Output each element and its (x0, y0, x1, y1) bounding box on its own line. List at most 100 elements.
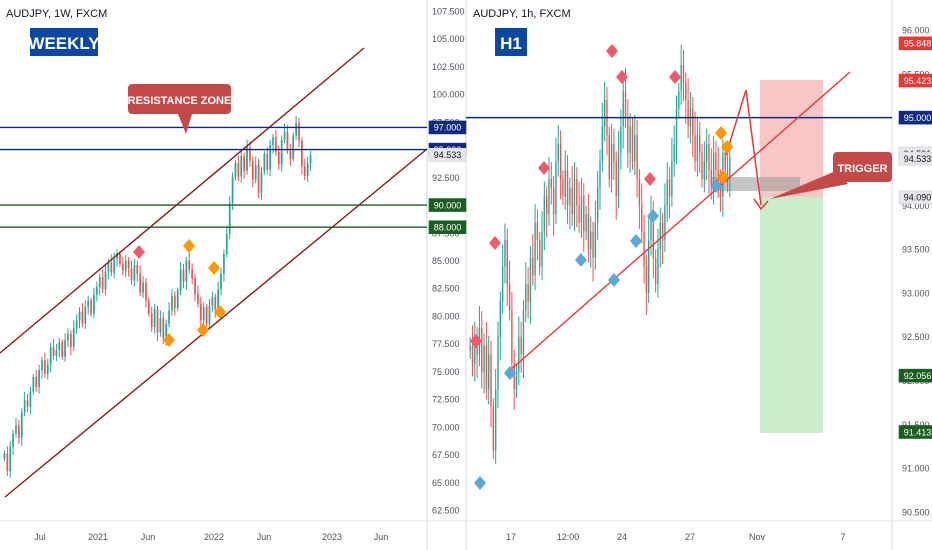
candle-body (719, 187, 722, 197)
candle-body (603, 100, 606, 127)
swing-low-marker (608, 273, 620, 287)
candle-body (156, 309, 159, 333)
candle-body (705, 143, 708, 162)
price-tick-label: 82.500 (432, 284, 460, 294)
trigger-zone-box[interactable] (712, 177, 800, 191)
candle-body (650, 214, 652, 241)
price-tag-label: 91.413 (904, 427, 932, 437)
candle-body (680, 65, 682, 92)
weekly-drawings: RESISTANCE ZONE WEEKLY (0, 28, 428, 498)
candle-body (580, 196, 583, 223)
candle-body (18, 425, 20, 438)
candle-body (124, 260, 127, 271)
h1-chart-pane[interactable]: TRIGGER H1 AUDJPY, 1h, FXCM 96.00095.500… (466, 8, 932, 542)
candle-body (550, 178, 553, 188)
swing-low-marker (163, 333, 175, 347)
candle-body (601, 126, 604, 162)
price-tag (898, 368, 932, 383)
candle-body (41, 360, 43, 371)
candle-body (289, 148, 292, 159)
candle-body (194, 278, 196, 294)
candle-body (249, 147, 251, 161)
candle-body (220, 273, 222, 290)
candle-body (513, 363, 515, 390)
candle-body (666, 178, 668, 206)
candle-body (246, 147, 248, 171)
candle-body (652, 214, 655, 258)
candle-body (283, 131, 286, 140)
price-tick-label: 107.500 (432, 7, 465, 17)
channel-upper-line[interactable] (0, 47, 365, 354)
candle-body (298, 122, 300, 141)
candle-body (269, 145, 271, 170)
candle-body (696, 135, 699, 162)
candle-body (661, 222, 664, 241)
candle-body (119, 253, 121, 264)
candle-body (15, 425, 17, 434)
weekly-chart-pane[interactable]: RESISTANCE ZONE WEEKLY AUDJPY, 1W, FXCM … (0, 7, 467, 543)
time-tick-label: 27 (685, 532, 695, 542)
channel-lower-line[interactable] (4, 148, 428, 498)
candle-body (596, 187, 599, 223)
candle-body (72, 328, 75, 347)
resistance-zone-callout[interactable]: RESISTANCE ZONE (128, 84, 232, 134)
price-tick-label: 75.000 (432, 367, 460, 377)
h1-drawings: TRIGGER H1 (466, 28, 892, 490)
candle-body (525, 284, 527, 311)
h1-price-tags: 95.84895.42395.00094.59194.53394.09092.0… (898, 36, 932, 439)
candle-body (87, 300, 90, 308)
candle-body (49, 346, 52, 365)
price-tag-label: 94.533 (434, 150, 462, 160)
candle-body (543, 196, 546, 232)
candle-body (610, 143, 613, 179)
price-tag (898, 190, 932, 205)
candle-body (590, 231, 592, 250)
price-tag (428, 220, 467, 235)
candle-body (726, 170, 729, 179)
candle-body (208, 305, 211, 324)
candle-body (592, 231, 594, 258)
candle-body (529, 257, 532, 302)
candle-body (536, 222, 539, 241)
candle-body (522, 310, 525, 355)
candle-body (717, 170, 719, 188)
price-tick-label: 72.500 (432, 395, 460, 405)
candle-body (557, 143, 559, 162)
candle-body (260, 171, 263, 193)
price-tag-label: 90.000 (434, 200, 462, 210)
candle-body (685, 82, 687, 101)
time-tick-label: Jun (374, 532, 389, 542)
price-tag (428, 120, 467, 135)
price-tag (428, 198, 467, 212)
weekly-time-axis[interactable]: Jul 2021 Jun 2022 Jun 2023 Jun (34, 532, 388, 542)
candle-body (483, 345, 485, 372)
rising-trendline[interactable] (507, 71, 851, 373)
price-tag (898, 36, 932, 51)
candle-body (223, 253, 225, 274)
candle-body (199, 303, 202, 321)
swing-low-marker (474, 476, 486, 490)
h1-time-axis[interactable]: 17 12:00 24 27 Nov 7 (506, 532, 846, 542)
candle-body (191, 269, 194, 279)
candle-body (20, 412, 23, 438)
candle-body (631, 126, 634, 162)
swing-high-marker (721, 140, 733, 154)
swing-low-marker (575, 253, 587, 267)
trigger-callout[interactable]: TRIGGER (770, 152, 892, 199)
candle-body (84, 307, 87, 324)
time-tick-label: 2021 (88, 532, 108, 542)
candle-body (617, 152, 620, 197)
candle-body (228, 202, 231, 234)
price-tick-label: 65.000 (432, 478, 460, 488)
weekly-symbol-title: AUDJPY, 1W, FXCM (6, 8, 107, 20)
time-tick-label: Jun (257, 532, 272, 542)
swing-low-marker (710, 179, 722, 193)
candle-body (93, 294, 95, 314)
candle-body (127, 260, 130, 269)
candle-body (608, 135, 610, 179)
candle-body (641, 205, 643, 232)
take-profit-zone[interactable] (760, 197, 823, 433)
candle-body (214, 297, 217, 310)
price-tag-label: 95.000 (904, 113, 932, 123)
candle-body (668, 178, 671, 197)
